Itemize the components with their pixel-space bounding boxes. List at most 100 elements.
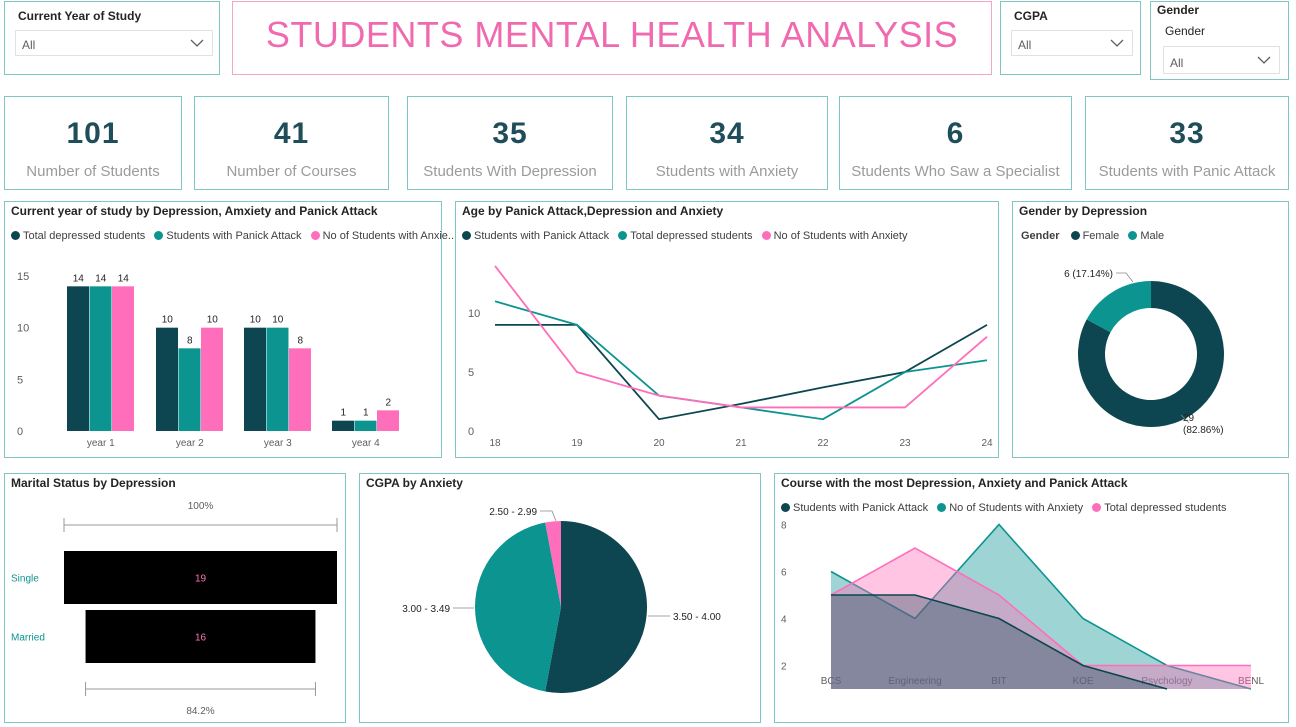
legend-item[interactable]: Total depressed students — [618, 230, 753, 242]
year-dropdown-value: All — [22, 38, 36, 52]
leader-line — [540, 510, 557, 522]
chart-title: CGPA by Anxiety — [366, 476, 463, 490]
legend-item[interactable]: No of Students with Anxie... — [310, 230, 457, 242]
funnel-bar — [85, 610, 316, 663]
legend-item[interactable]: No of Students with Anxiety — [761, 230, 908, 242]
legend-item[interactable]: Female — [1070, 230, 1120, 242]
legend-label: Total depressed students — [630, 230, 753, 242]
chart-title: Current year of study by Depression, Amx… — [11, 204, 378, 218]
legend-dot — [937, 503, 947, 512]
x-tick-label: 19 — [571, 438, 583, 449]
year-bar-chart: 0 5 10 15 14 14 14 year 1 10 8 10 year 2 10 10 8 year 3… — [17, 271, 399, 449]
data-label: 10 — [272, 315, 284, 326]
chart-title: Course with the most Depression, Anxiety… — [781, 476, 1128, 490]
kpi-label: Students Who Saw a Specialist — [851, 163, 1060, 180]
x-tick-label: 21 — [735, 438, 747, 449]
dashboard-title-panel: STUDENTS MENTAL HEALTH ANALYSIS — [232, 1, 992, 75]
bar — [377, 410, 399, 431]
kpi-value: 33 — [1169, 117, 1205, 150]
x-tick-label: year 1 — [87, 438, 115, 449]
x-tick-label: BCS — [821, 676, 842, 687]
legend-label: Students with Panick Attack — [474, 230, 610, 242]
legend-label: Female — [1082, 230, 1120, 242]
bar — [178, 348, 201, 431]
x-tick-label: 22 — [817, 438, 829, 449]
series-line — [495, 323, 988, 421]
legend-dot — [462, 231, 471, 240]
series-line — [830, 547, 1251, 667]
legend-dot — [154, 231, 164, 240]
legend-dot — [761, 231, 771, 240]
kpi-card-anxiety: 34 Students with Anxiety — [626, 96, 828, 190]
chart-title: Age by Panick Attack,Depression and Anxi… — [462, 204, 724, 218]
gender-dropdown[interactable]: All — [1163, 46, 1280, 74]
chevron-down-icon — [190, 39, 204, 47]
kpi-label: Number of Students — [26, 163, 160, 180]
legend-item[interactable]: Students with Panick Attack — [462, 230, 609, 242]
data-label: 10 — [162, 315, 174, 326]
cgpa-pie-chart: 3.50 - 4.00 3.00 - 3.49 2.50 - 2.99 — [402, 507, 721, 693]
kpi-value: 35 — [492, 117, 528, 150]
bar — [332, 420, 354, 431]
series-line — [831, 594, 1168, 690]
x-tick-label: 23 — [899, 438, 911, 449]
x-tick-label: Engineering — [888, 676, 941, 687]
slicer-gender-title: Gender — [1157, 3, 1200, 17]
x-tick-label: year 2 — [176, 438, 204, 449]
bar — [354, 420, 377, 431]
kpi-value: 6 — [946, 117, 965, 150]
legend-dot — [618, 231, 628, 240]
kpi-card-students: 101 Number of Students — [4, 96, 182, 190]
cgpa-dropdown[interactable]: All — [1011, 30, 1133, 56]
legend-label: No of Students with Anxiety — [949, 502, 1084, 514]
y-tick-label: 2 — [781, 662, 787, 673]
slice-label: 2.50 - 2.99 — [489, 507, 537, 518]
legend-item[interactable]: Students with Panick Attack — [781, 502, 928, 514]
bar — [112, 286, 134, 431]
data-label: 14 — [95, 273, 107, 284]
page-title: STUDENTS MENTAL HEALTH ANALYSIS — [265, 14, 959, 55]
leader-line — [1180, 414, 1190, 424]
data-label: 1 — [340, 408, 346, 419]
x-tick-label: BENL — [1238, 676, 1265, 687]
legend-item[interactable]: No of Students with Anxiety — [937, 502, 1083, 514]
data-label: 6 (17.14%) — [1064, 269, 1113, 280]
donut-slice — [1086, 281, 1151, 333]
legend-item[interactable]: Total depressed students — [1092, 502, 1227, 514]
legend-label: Total depressed students — [23, 230, 146, 242]
data-label: 14 — [73, 273, 85, 284]
pie-slice — [545, 521, 647, 693]
kpi-card-specialist: 6 Students Who Saw a Specialist — [839, 96, 1072, 190]
data-label: 2 — [385, 397, 391, 408]
y-tick-label: 0 — [468, 426, 474, 438]
bar — [244, 327, 266, 431]
legend-item[interactable]: Students with Panick Attack — [154, 230, 302, 242]
slice-label: 3.00 - 3.49 — [402, 604, 450, 615]
legend-label: Students with Panick Attack — [793, 502, 929, 514]
x-tick-label: year 4 — [352, 438, 380, 449]
year-dropdown[interactable]: All — [15, 30, 213, 56]
legend-label: Total depressed students — [1104, 502, 1227, 514]
legend-item[interactable]: Total depressed students — [11, 230, 145, 242]
kpi-value: 101 — [66, 117, 120, 150]
chevron-down-icon — [1110, 39, 1124, 47]
gender-donut-chart: 6 (17.14%) 29(82.86%) — [1064, 269, 1224, 436]
bar — [156, 327, 178, 431]
y-tick-label: 10 — [17, 323, 29, 335]
legend-item[interactable]: Male — [1128, 230, 1164, 242]
y-tick-label: 15 — [17, 271, 29, 283]
series-line — [830, 523, 1252, 690]
category-label: Married — [11, 633, 45, 644]
bar — [266, 327, 289, 431]
slicer-year-title: Current Year of Study — [18, 9, 142, 23]
leader-line — [1116, 272, 1134, 283]
kpi-card-depression: 35 Students With Depression — [407, 96, 613, 190]
slice-label: 3.50 - 4.00 — [673, 612, 721, 623]
x-tick-label: 18 — [489, 438, 501, 449]
slicer-cgpa: CGPA All — [1000, 1, 1141, 75]
chart-title: Marital Status by Depression — [11, 476, 176, 490]
gender-dropdown-value: All — [1170, 56, 1184, 70]
x-tick-label: Psychology — [1141, 676, 1192, 687]
legend-label: Students with Panick Attack — [166, 230, 302, 242]
chart-legend: Total depressed students Students with P… — [11, 230, 463, 242]
